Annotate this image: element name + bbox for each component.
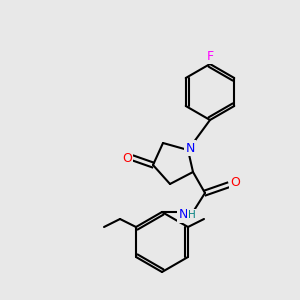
Text: H: H — [188, 210, 196, 220]
Text: F: F — [206, 50, 214, 62]
Text: O: O — [122, 152, 132, 164]
Text: N: N — [178, 208, 188, 221]
Text: O: O — [230, 176, 240, 188]
Text: N: N — [185, 142, 195, 154]
